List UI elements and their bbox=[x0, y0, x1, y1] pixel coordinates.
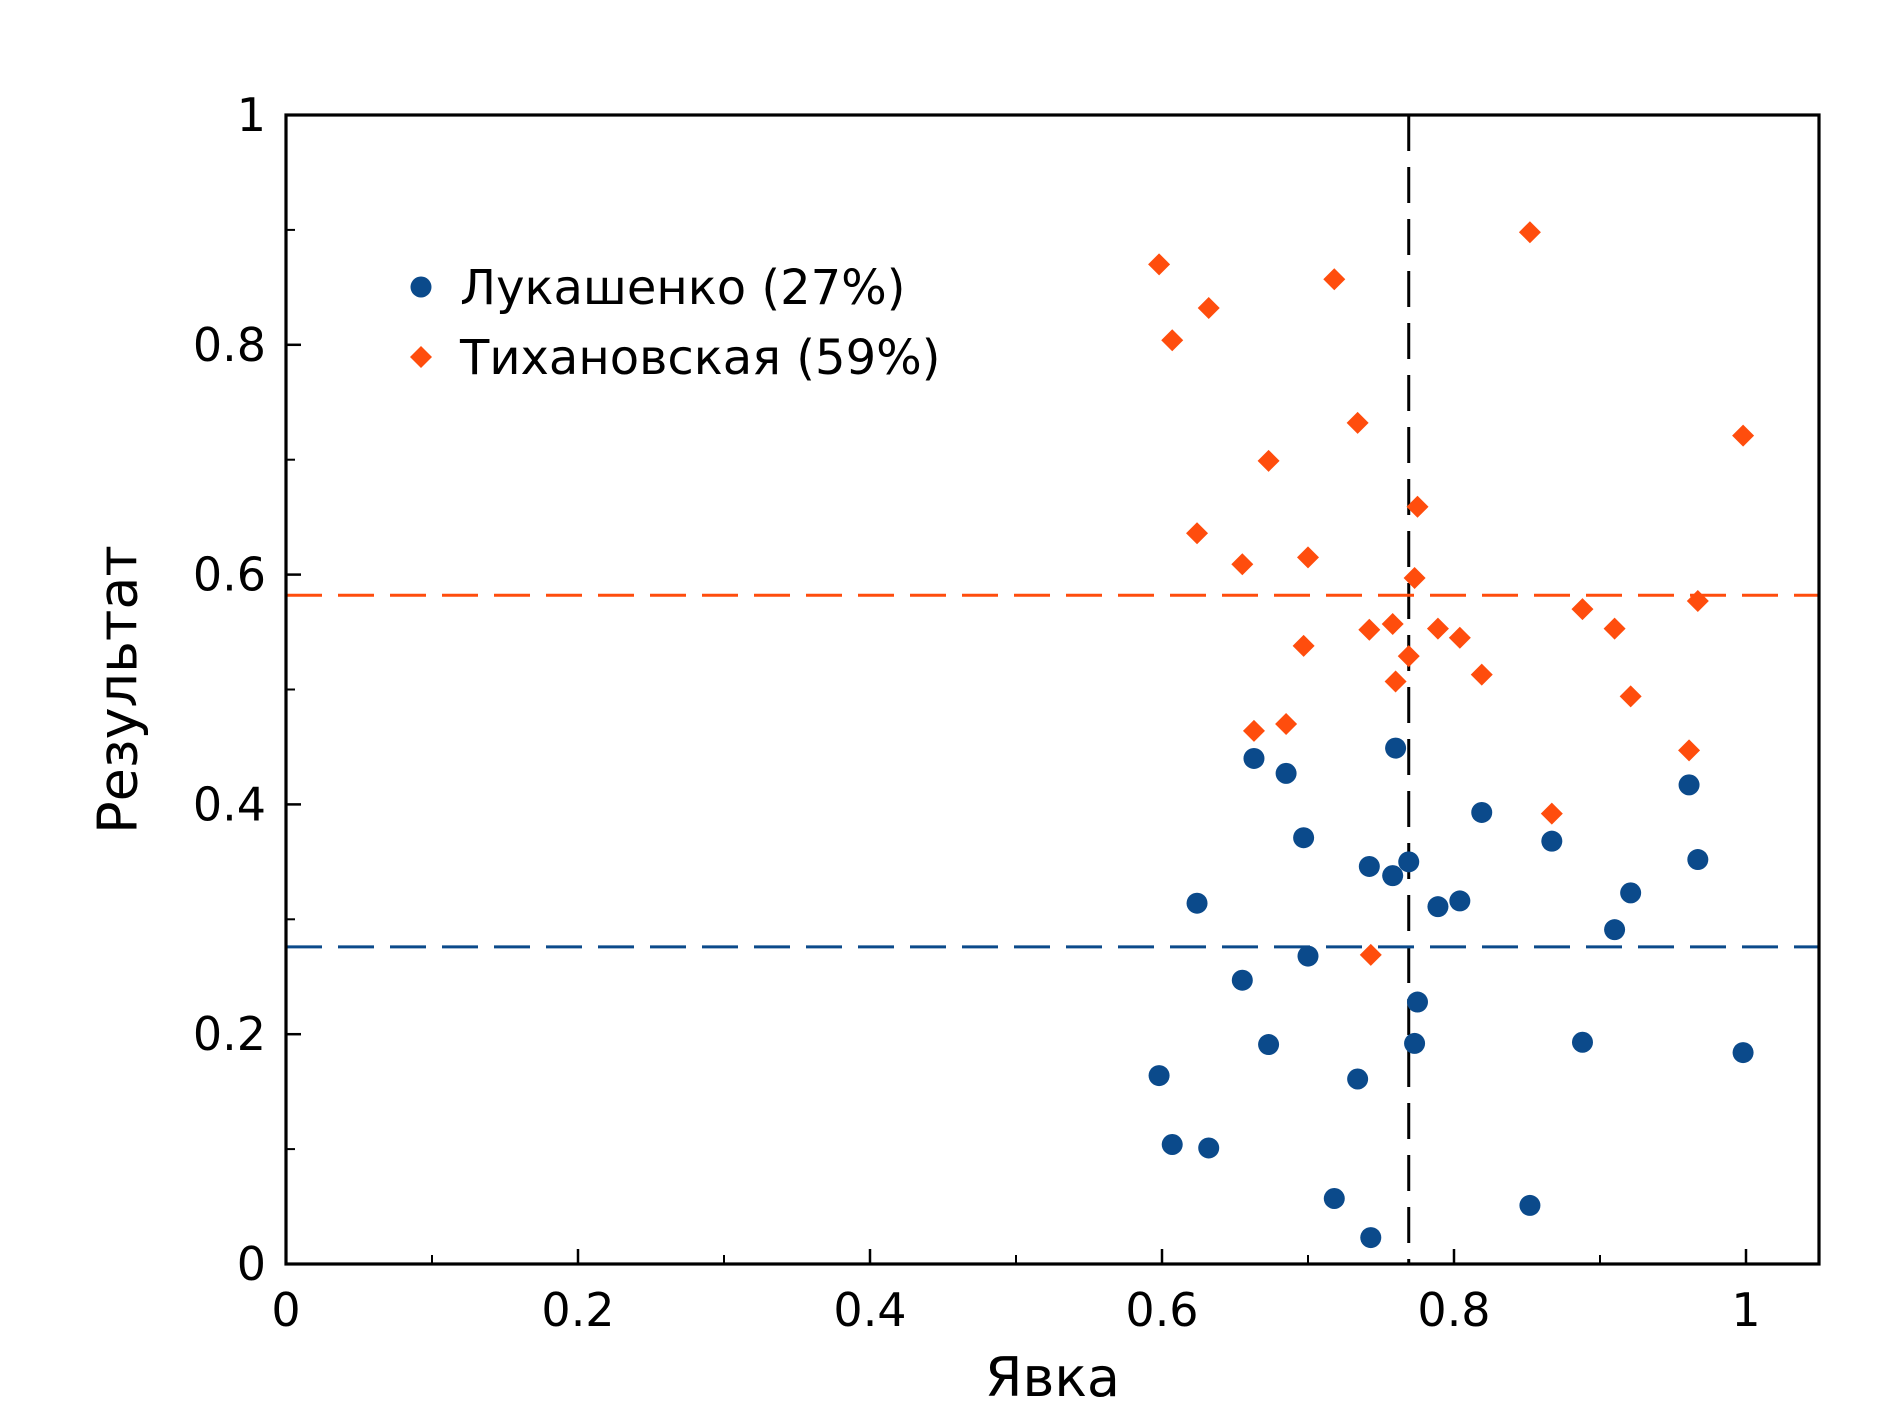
point-circle bbox=[1347, 1068, 1369, 1090]
point-diamond bbox=[1323, 268, 1346, 291]
point-diamond bbox=[1161, 329, 1184, 352]
x-tick-label: 0.2 bbox=[541, 1283, 614, 1337]
point-circle bbox=[1382, 865, 1404, 887]
point-circle bbox=[1571, 1031, 1593, 1053]
y-tick-label: 0.2 bbox=[193, 1007, 266, 1061]
point-diamond bbox=[1384, 670, 1407, 693]
point-circle bbox=[1258, 1034, 1280, 1056]
point-diamond bbox=[1186, 522, 1209, 545]
point-diamond bbox=[1470, 663, 1493, 686]
point-circle bbox=[1449, 890, 1471, 912]
point-circle bbox=[1519, 1194, 1541, 1216]
y-tick-label: 1 bbox=[237, 88, 266, 142]
point-circle bbox=[1407, 991, 1428, 1013]
x-tick-label: 0.4 bbox=[833, 1283, 906, 1337]
point-circle bbox=[1323, 1188, 1345, 1210]
point-circle bbox=[1297, 945, 1319, 967]
legend-marker-diamond bbox=[410, 346, 432, 368]
data-points bbox=[1148, 221, 1755, 1249]
point-circle bbox=[1231, 969, 1253, 991]
point-circle bbox=[1604, 919, 1626, 941]
point-circle bbox=[1471, 801, 1493, 823]
point-circle bbox=[1385, 737, 1407, 759]
point-diamond bbox=[1397, 645, 1420, 668]
point-circle bbox=[1161, 1134, 1183, 1156]
legend-marker-circle bbox=[410, 276, 432, 298]
point-diamond bbox=[1518, 221, 1541, 244]
point-diamond bbox=[1292, 634, 1315, 657]
point-diamond bbox=[1231, 553, 1254, 576]
point-diamond bbox=[1242, 719, 1265, 742]
point-diamond bbox=[1603, 617, 1626, 640]
point-diamond bbox=[1540, 802, 1563, 825]
point-diamond bbox=[1732, 424, 1755, 447]
tick-labels: 0 0.2 0.4 0.6 0.8 1 0 0.2 0.4 0.6 0.8 1 bbox=[193, 88, 1761, 1337]
x-tick-label: 0.8 bbox=[1417, 1283, 1490, 1337]
x-axis-label: Явка bbox=[985, 1346, 1120, 1409]
legend-item-lukashenko: Лукашенко (27%) bbox=[410, 260, 906, 316]
point-diamond bbox=[1448, 626, 1471, 649]
x-tick-label: 0 bbox=[271, 1283, 300, 1337]
point-diamond bbox=[1346, 411, 1369, 434]
point-diamond bbox=[1571, 598, 1594, 621]
point-diamond bbox=[1426, 617, 1449, 640]
y-tick-label: 0 bbox=[237, 1237, 266, 1291]
point-diamond bbox=[1403, 567, 1426, 590]
point-diamond bbox=[1619, 685, 1642, 708]
point-circle bbox=[1541, 830, 1563, 852]
legend-label: Лукашенко (27%) bbox=[460, 260, 906, 316]
point-circle bbox=[1620, 882, 1642, 904]
point-circle bbox=[1427, 896, 1449, 918]
point-circle bbox=[1148, 1065, 1170, 1087]
legend: Лукашенко (27%) Тихановская (59%) bbox=[410, 260, 940, 386]
reference-lines bbox=[286, 115, 1819, 1264]
point-diamond bbox=[1148, 253, 1171, 276]
point-diamond bbox=[1359, 943, 1382, 966]
y-axis-label: Результат bbox=[87, 545, 150, 834]
point-diamond bbox=[1381, 613, 1404, 636]
point-circle bbox=[1732, 1042, 1754, 1064]
legend-label: Тихановская (59%) bbox=[459, 330, 940, 386]
point-circle bbox=[1404, 1032, 1426, 1054]
point-circle bbox=[1186, 892, 1208, 914]
y-tick-label: 0.6 bbox=[193, 548, 266, 602]
point-diamond bbox=[1257, 449, 1280, 472]
point-diamond bbox=[1406, 495, 1429, 518]
point-circle bbox=[1678, 774, 1700, 796]
point-diamond bbox=[1678, 739, 1701, 762]
point-circle bbox=[1198, 1137, 1220, 1159]
point-diamond bbox=[1358, 618, 1381, 641]
point-circle bbox=[1358, 855, 1380, 877]
point-circle bbox=[1243, 747, 1265, 769]
point-diamond bbox=[1297, 546, 1319, 569]
point-circle bbox=[1293, 827, 1315, 849]
point-diamond bbox=[1197, 297, 1220, 320]
y-tick-label: 0.4 bbox=[193, 777, 266, 831]
y-tick-label: 0.8 bbox=[193, 318, 266, 372]
x-tick-label: 1 bbox=[1731, 1283, 1760, 1337]
point-circle bbox=[1687, 849, 1709, 871]
x-tick-label: 0.6 bbox=[1125, 1283, 1198, 1337]
point-circle bbox=[1275, 762, 1297, 784]
point-diamond bbox=[1275, 712, 1298, 735]
point-circle bbox=[1398, 851, 1420, 873]
axis-ticks bbox=[284, 113, 1748, 1266]
legend-item-tikhanovskaya: Тихановская (59%) bbox=[410, 330, 940, 386]
point-diamond bbox=[1686, 590, 1709, 613]
point-circle bbox=[1360, 1227, 1382, 1249]
